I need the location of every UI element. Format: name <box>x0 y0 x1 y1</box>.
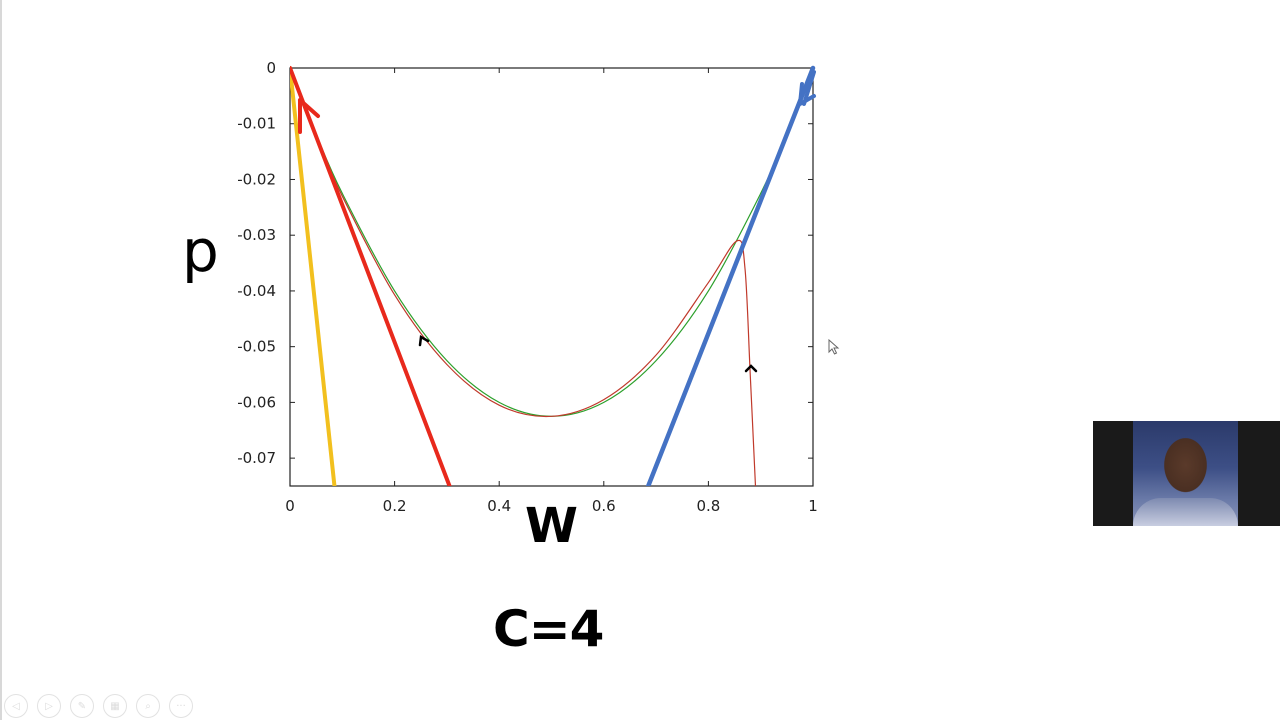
more-options-button[interactable]: ··· <box>169 694 193 718</box>
previous-slide-button[interactable]: ◁ <box>4 694 28 718</box>
x-tick-label: 0.6 <box>592 497 616 515</box>
triangle-right-icon: ▷ <box>45 700 53 712</box>
ellipsis-icon: ··· <box>176 700 186 712</box>
y-tick-label: -0.06 <box>237 393 276 411</box>
zoom-button[interactable]: ⌕ <box>136 694 160 718</box>
y-axis-label: p <box>182 217 219 285</box>
yellow-tangent-line <box>290 66 337 486</box>
axis-tick-labels: 0 0.2 0.4 0.6 0.8 1 0 -0.01 -0.02 -0.03 -0.04 -0.05… <box>237 59 818 515</box>
red-arrow-icon <box>298 98 320 134</box>
plot-frame <box>289 67 814 487</box>
slides-button[interactable]: ▦ <box>103 694 127 718</box>
x-axis-label: W <box>525 498 578 554</box>
slides-icon: ▦ <box>110 700 120 712</box>
y-tick-label: 0 <box>266 59 276 77</box>
y-tick-label: -0.05 <box>237 338 276 356</box>
y-tick-label: -0.03 <box>237 226 276 244</box>
chart-series <box>290 65 816 486</box>
blue-tangent-line <box>646 65 816 486</box>
webcam-video <box>1133 421 1238 526</box>
chart-annotations <box>298 70 816 373</box>
pen-icon: ✎ <box>77 700 87 712</box>
x-tick-label: 0.2 <box>383 497 407 515</box>
magnifier-icon: ⌕ <box>145 700 151 712</box>
x-tick-label: 1 <box>808 497 818 515</box>
pen-button[interactable]: ✎ <box>70 694 94 718</box>
presenter-webcam <box>1093 421 1280 526</box>
y-tick-label: -0.07 <box>237 449 276 467</box>
curve-arrowhead-icon <box>418 334 430 347</box>
y-tick-label: -0.01 <box>237 115 276 133</box>
y-tick-label: -0.02 <box>237 170 276 188</box>
x-tick-label: 0 <box>285 497 295 515</box>
presenter-toolbar: ◁ ▷ ✎ ▦ ⌕ ··· <box>4 694 193 718</box>
x-tick-label: 0.8 <box>696 497 720 515</box>
red-tangent-line <box>290 66 452 486</box>
x-tick-label: 0.4 <box>487 497 511 515</box>
triangle-left-icon: ◁ <box>12 700 20 712</box>
blue-arrow-icon <box>797 82 816 108</box>
mouse-cursor-icon <box>828 339 840 355</box>
slide-caption: C=4 <box>493 600 604 658</box>
y-tick-label: -0.04 <box>237 282 276 300</box>
curve-arrowhead-icon <box>744 364 758 373</box>
red-thin-curve <box>290 67 757 486</box>
slide-edge <box>0 0 2 720</box>
next-slide-button[interactable]: ▷ <box>37 694 61 718</box>
